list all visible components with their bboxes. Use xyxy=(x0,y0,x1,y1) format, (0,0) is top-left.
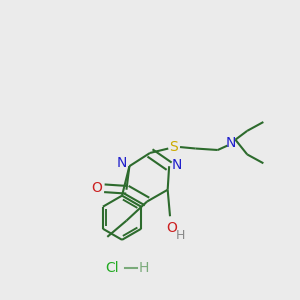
Text: S: S xyxy=(169,140,178,154)
Text: N: N xyxy=(226,136,236,150)
Text: N: N xyxy=(117,156,127,170)
Text: N: N xyxy=(171,158,182,172)
Text: H: H xyxy=(176,229,185,242)
Text: Cl: Cl xyxy=(105,261,119,275)
Text: O: O xyxy=(92,181,102,195)
Text: H: H xyxy=(139,261,149,275)
Text: O: O xyxy=(166,221,177,235)
